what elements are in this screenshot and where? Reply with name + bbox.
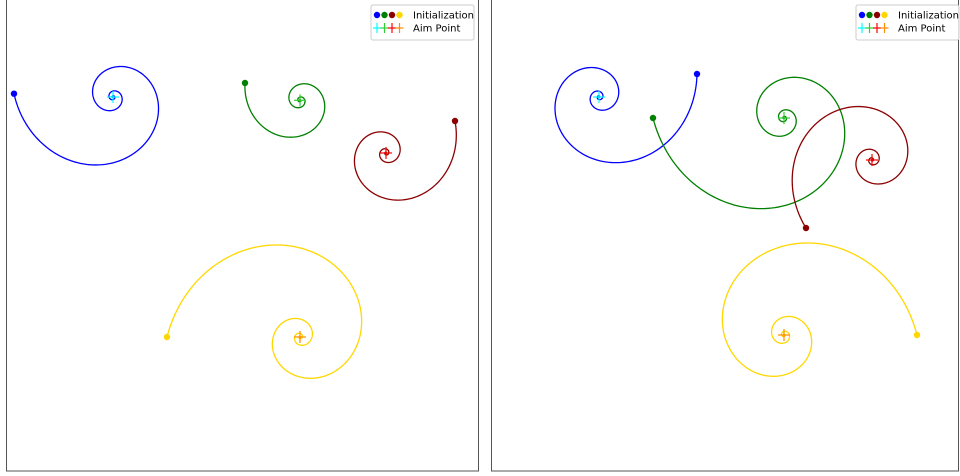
spiral-chart-right: Initialization Aim Point xyxy=(491,0,960,472)
initialization-marker-0 xyxy=(10,90,18,97)
aim-point-marker-0 xyxy=(593,91,605,103)
aim-point-marker-3 xyxy=(778,329,790,341)
aim-point-marker-1 xyxy=(778,112,790,124)
legend-label-1: Aim Point xyxy=(413,24,460,35)
aim-point-marker-3 xyxy=(294,331,306,343)
initialization-marker-3 xyxy=(163,333,171,341)
chart-panel-left: Initialization Aim Point xyxy=(6,0,479,472)
plot-frame xyxy=(491,0,959,472)
legend-entry-1: Aim Point xyxy=(373,23,460,35)
initialization-marker-2 xyxy=(451,117,459,125)
initialization-marker-1 xyxy=(241,79,249,87)
legend-entry-0: Initialization xyxy=(858,11,959,22)
aim-point-marker-2 xyxy=(380,147,392,159)
aim-point-marker-0 xyxy=(107,91,119,103)
legend-label-0: Initialization xyxy=(413,11,474,22)
initialization-marker-2 xyxy=(802,224,810,232)
legend-label-1: Aim Point xyxy=(898,24,945,35)
legend: Initialization Aim Point xyxy=(370,4,475,41)
chart-panel-right: Initialization Aim Point xyxy=(485,0,960,476)
aim-point-marker-1 xyxy=(294,94,306,107)
legend-entry-1: Aim Point xyxy=(858,23,945,35)
initialization-marker-0 xyxy=(693,70,701,78)
plot-frame xyxy=(6,0,479,472)
spiral-chart-left: Initialization Aim Point xyxy=(6,0,479,472)
aim-point-marker-2 xyxy=(866,154,878,166)
legend: Initialization Aim Point xyxy=(855,4,960,41)
initialization-marker-3 xyxy=(913,331,921,339)
initialization-marker-1 xyxy=(649,114,657,122)
legend-label-0: Initialization xyxy=(898,11,959,22)
legend-entry-0: Initialization xyxy=(373,11,474,22)
